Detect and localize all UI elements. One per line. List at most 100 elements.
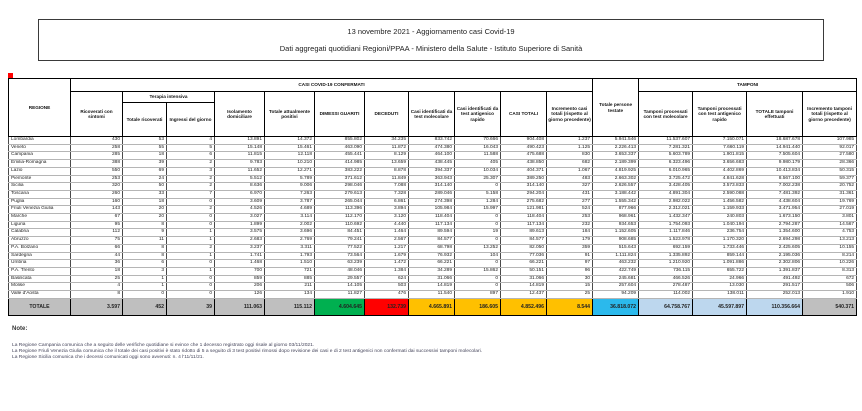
table-row: Friuli Venezia Giulia 143 20 2 4.526 4.689 113… <box>8 205 858 215</box>
region-name: Lazio <box>8 166 71 176</box>
cell-value: 77.522 <box>314 243 365 253</box>
cell-value: 9.006 <box>264 182 315 191</box>
totale-row: TOTALE 3.597 452 39 111.063 115.112 4.604.645 1… <box>8 297 858 316</box>
region-name: Emilia-Romagna <box>8 159 71 168</box>
cell-value: 84.451 <box>314 228 365 238</box>
cell-value: 236.754 <box>692 228 748 238</box>
col-header-casi-totali: CASI TOTALI <box>500 91 547 137</box>
cell-value: 2.567 <box>364 236 409 245</box>
cell-value: 2.195.036 <box>746 251 804 261</box>
cell-value: 8 <box>122 243 167 253</box>
cell-value: 2.683 <box>214 236 265 245</box>
table-row: Liguria 95 8 0 1.899 2.002 110.692 4.440 117.134… <box>8 220 858 230</box>
cell-value: 1.210.920 <box>638 259 694 268</box>
cell-value: 859.144 <box>692 251 748 261</box>
cell-value: 885 <box>264 274 315 284</box>
cell-value: 7.505.604 <box>746 151 804 161</box>
region-name: Marche <box>8 213 71 222</box>
cell-value: 260 <box>70 189 123 199</box>
table-row: Umbria 36 6 0 1.468 1.510 63.239 1.472 66.221 0 66… <box>8 259 858 268</box>
cell-value: 1.754.093 <box>638 220 694 230</box>
cell-value: 431 <box>545 189 594 199</box>
cell-value: 4.438.604 <box>746 197 804 207</box>
cell-value: 897 <box>454 290 501 299</box>
col-header-casi-antigenico: Casi identificati da test antigenico rap… <box>454 91 501 137</box>
cell-value: 31.066 <box>500 274 547 284</box>
cell-value: 3.801 <box>802 213 858 222</box>
cell-value: 3.027 <box>214 213 265 222</box>
cell-value: 1.117.846 <box>638 228 694 238</box>
cell-value: 455.441 <box>314 151 365 161</box>
totale-value: 540.371 <box>802 297 858 316</box>
cell-value: 1.472 <box>364 259 409 268</box>
cell-value: 3.575 <box>214 228 265 238</box>
totale-value: 64.758.767 <box>638 297 694 316</box>
region-name: Valle d'Aosta <box>8 290 71 299</box>
col-header-tamponi-molecolare: Tamponi processati con test molecolare <box>638 91 694 137</box>
cell-value: 70.666 <box>454 136 501 145</box>
cell-value: 0 <box>166 220 215 230</box>
cell-value: 438.850 <box>500 159 547 168</box>
cell-value: 68.798 <box>408 243 455 253</box>
cell-value: 240.803 <box>692 213 748 222</box>
table-row: Piemonte 253 24 2 5.512 5.789 371.612 11.849 363… <box>8 174 858 184</box>
cell-value: 0 <box>166 282 215 292</box>
region-name: Veneto <box>8 143 71 153</box>
cell-value: 0 <box>454 259 501 268</box>
cell-value: 877.966 <box>592 205 640 215</box>
cell-value: 0 <box>454 213 501 222</box>
cell-value: 1 <box>166 228 215 238</box>
cell-value: 134 <box>264 290 315 299</box>
col-header-persone-testate: Totale persone testate <box>592 78 640 137</box>
cell-value: 1 <box>166 236 215 245</box>
cell-value: 314.140 <box>408 182 455 191</box>
cell-value: 2.226.413 <box>592 143 640 153</box>
cell-value: 50.315 <box>802 166 858 176</box>
report-subtitle: Dati aggregati quotidiani Regioni/PPAA -… <box>279 44 583 53</box>
cell-value: 1.899 <box>214 220 265 230</box>
cell-value: 320 <box>70 182 123 191</box>
cell-value: 184 <box>545 228 594 238</box>
note-line: La Regione Friuli Venezia Giulia comunic… <box>12 349 483 355</box>
cell-value: 11.827 <box>314 290 365 299</box>
cell-value: 3.656.683 <box>692 159 748 168</box>
col-header-dimessi-guariti: DIMESSI GUARITI <box>314 91 365 137</box>
cell-value: 2.982.022 <box>638 197 694 207</box>
cell-value: 19.769 <box>802 197 858 207</box>
table-row: Calabria 112 9 1 3.575 3.696 84.451 1.464 89.594… <box>8 228 858 238</box>
cell-value: 3.787 <box>264 197 315 207</box>
totale-value: 4.665.891 <box>408 297 455 316</box>
cell-value: 13.030 <box>692 282 748 292</box>
cell-value: 389.250 <box>500 174 547 184</box>
cell-value: 14.819 <box>500 282 547 292</box>
cell-value: 7.263 <box>264 189 315 199</box>
cell-value: 15.862 <box>454 266 501 276</box>
cell-value: 89.594 <box>408 228 455 238</box>
cell-value: 314.140 <box>500 182 547 191</box>
cell-value: 14.819 <box>408 282 455 292</box>
cell-value: 1.733.446 <box>692 243 748 253</box>
cell-value: 27.019 <box>802 205 858 215</box>
col-header-casi-molecolare: Casi identificati da test molecolare <box>408 91 455 137</box>
cell-value: 6.010.965 <box>638 166 694 176</box>
table-row: Valle d'Aosta 8 0 0 126 134 11.827 476 11.540 897… <box>8 290 858 299</box>
cell-value: 73.564 <box>314 251 365 261</box>
cell-value: 84.577 <box>408 236 455 245</box>
cell-value: 1.040.194 <box>692 220 748 230</box>
cell-value: 8 <box>70 290 123 299</box>
table-row: Toscana 260 33 7 6.970 7.263 279.613 7.328 289.0… <box>8 189 858 199</box>
cell-value: 8.313 <box>802 266 858 276</box>
cell-value: 6 <box>166 151 215 161</box>
cell-value: 2.626.557 <box>592 182 640 191</box>
cell-value: 5.603.789 <box>638 151 694 161</box>
cell-value: 475.688 <box>500 151 547 161</box>
cell-value: 1 <box>166 251 215 261</box>
cell-value: 934.653 <box>592 220 640 230</box>
cell-value: 258 <box>70 143 123 153</box>
cell-value: 14.941.440 <box>746 143 804 153</box>
cell-value: 3.696 <box>264 228 315 238</box>
cell-value: 0 <box>454 220 501 230</box>
cell-value: 69 <box>122 166 167 176</box>
cell-value: 464.100 <box>408 151 455 161</box>
cell-value: 117.134 <box>500 220 547 230</box>
